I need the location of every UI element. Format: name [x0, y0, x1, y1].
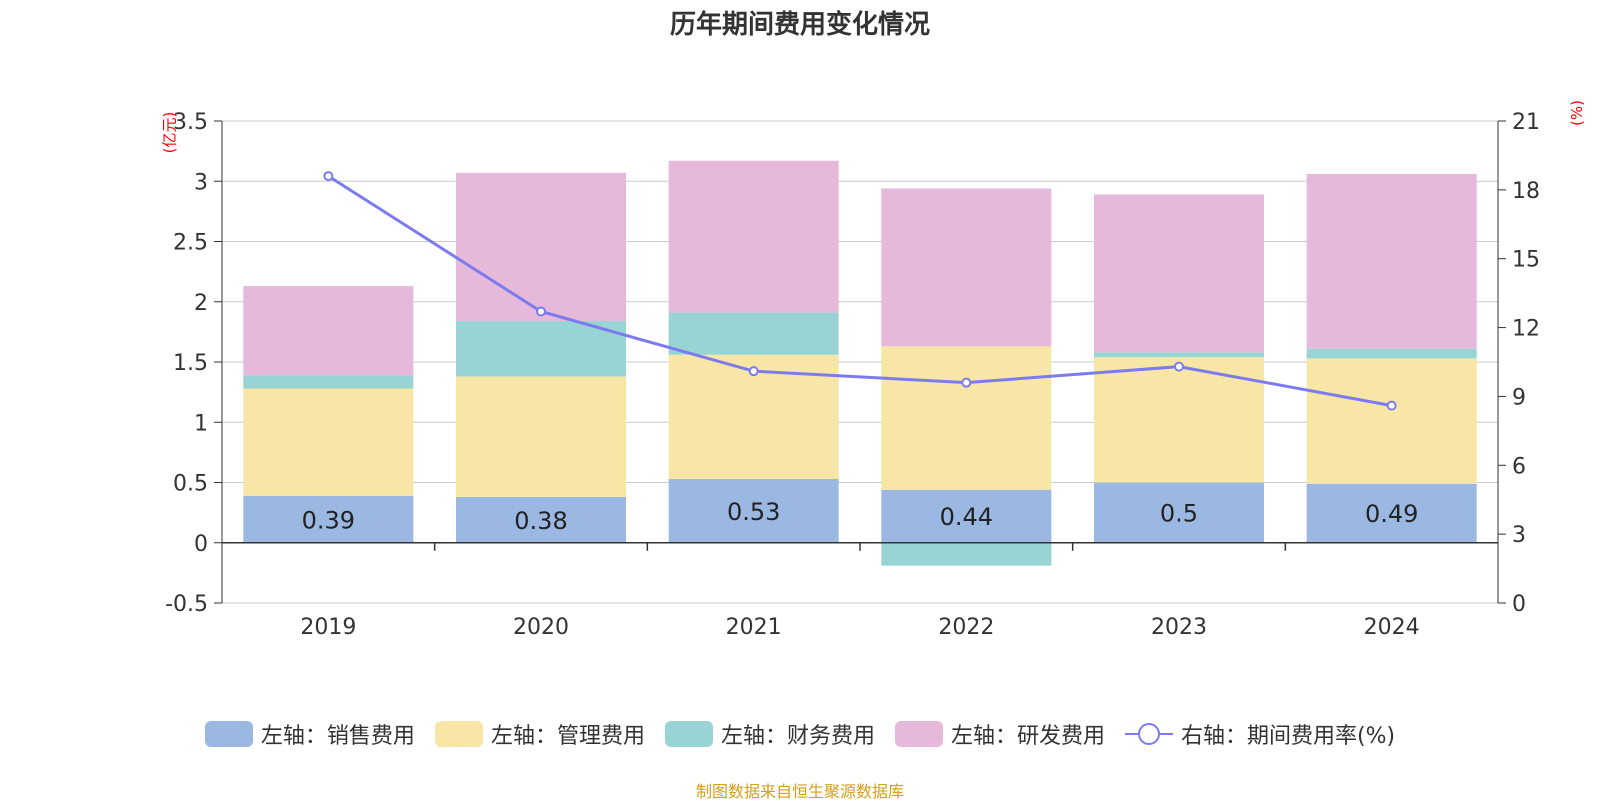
- rd-bar: [1094, 194, 1264, 353]
- data-source-note: 制图数据来自恒生聚源数据库: [695, 782, 904, 801]
- right-tick-label: 0: [1512, 592, 1526, 617]
- x-tick-label: 2024: [1364, 615, 1420, 640]
- legend-label: 左轴：销售费用: [260, 724, 415, 749]
- x-tick-label: 2022: [938, 615, 994, 640]
- sales-data-label: 0.49: [1365, 500, 1418, 528]
- legend-item[interactable]: 左轴：管理费用: [434, 718, 645, 750]
- rate-line: [327, 174, 1392, 408]
- left-tick-label: 2: [194, 291, 208, 316]
- sales-data-label: 0.39: [302, 506, 355, 534]
- rd-bar: [1306, 174, 1477, 349]
- right-tick-label: 18: [1512, 179, 1540, 204]
- rate-point: [748, 366, 759, 377]
- admin-bar: [1094, 357, 1264, 483]
- left-tick-label: -0.5: [165, 592, 208, 617]
- legend-item[interactable]: 左轴：研发费用: [894, 718, 1105, 750]
- left-tick-label: 0.5: [173, 472, 208, 497]
- legend: 左轴：销售费用 左轴：管理费用 左轴：财务费用 左轴：研发费用 右轴：期间费用率(%): [0, 718, 1600, 750]
- legend-swatch-icon: [204, 721, 253, 747]
- finance-bar: [668, 312, 839, 355]
- finance-bar: [1306, 348, 1477, 359]
- sales-data-label: 0.53: [727, 498, 780, 526]
- legend-swatch-icon: [894, 721, 943, 747]
- left-tick-label: 3: [194, 170, 208, 195]
- finance-bar: [456, 321, 626, 377]
- left-tick-label: 3.5: [173, 110, 208, 135]
- legend-swatch-icon: [664, 721, 713, 747]
- legend-label: 左轴：研发费用: [950, 724, 1105, 749]
- left-tick-label: 0: [194, 532, 208, 557]
- rd-bar: [881, 188, 1052, 347]
- x-tick-label: 2020: [513, 615, 569, 640]
- sales-bar: [1306, 483, 1477, 543]
- sales-bar: [1094, 482, 1264, 543]
- rate-point: [1386, 400, 1397, 411]
- legend-label: 右轴：期间费用率(%): [1180, 724, 1396, 749]
- rd-bar: [668, 160, 839, 313]
- sales-data-label: 0.44: [940, 503, 993, 531]
- sales-bar: [668, 478, 839, 543]
- admin-bar: [1306, 358, 1477, 484]
- right-tick-label: 12: [1512, 317, 1540, 342]
- right-tick-label: 15: [1512, 248, 1540, 273]
- right-tick-label: 3: [1512, 523, 1526, 548]
- finance-bar: [243, 375, 414, 389]
- rate-point: [536, 306, 546, 317]
- sales-data-label: 0.38: [514, 507, 567, 535]
- legend-item[interactable]: 左轴：销售费用: [204, 718, 415, 750]
- left-tick-label: 2.5: [173, 231, 208, 256]
- rate-point: [961, 377, 972, 388]
- admin-bar: [881, 346, 1052, 490]
- sales-bar: [456, 496, 626, 543]
- rate-point: [1174, 361, 1184, 372]
- legend-item[interactable]: 右轴：期间费用率(%): [1124, 718, 1396, 750]
- left-tick-label: 1.5: [173, 351, 208, 376]
- rd-bar: [243, 286, 414, 376]
- admin-bar: [243, 388, 414, 496]
- x-tick-label: 2019: [300, 615, 356, 640]
- chart-title: 历年期间费用变化情况: [669, 10, 930, 40]
- x-tick-label: 2021: [726, 615, 782, 640]
- legend-label: 左轴：管理费用: [490, 724, 645, 749]
- legend-label: 左轴：财务费用: [720, 724, 875, 749]
- x-tick-label: 2023: [1151, 615, 1207, 640]
- finance-bar: [881, 542, 1052, 566]
- left-tick-label: 1: [194, 411, 208, 436]
- sales-data-label: 0.5: [1160, 500, 1198, 528]
- sales-bar: [881, 489, 1052, 543]
- finance-bar: [1094, 352, 1264, 358]
- legend-item[interactable]: 左轴：财务费用: [664, 718, 875, 750]
- right-tick-label: 21: [1512, 110, 1540, 135]
- rate-point: [323, 171, 334, 182]
- right-tick-label: 6: [1512, 454, 1526, 479]
- sales-bar: [243, 495, 414, 543]
- admin-bar: [456, 376, 626, 497]
- legend-line-marker-icon: [1124, 721, 1173, 747]
- right-tick-label: 9: [1512, 385, 1526, 410]
- legend-swatch-icon: [434, 721, 483, 747]
- rd-bar: [456, 172, 626, 322]
